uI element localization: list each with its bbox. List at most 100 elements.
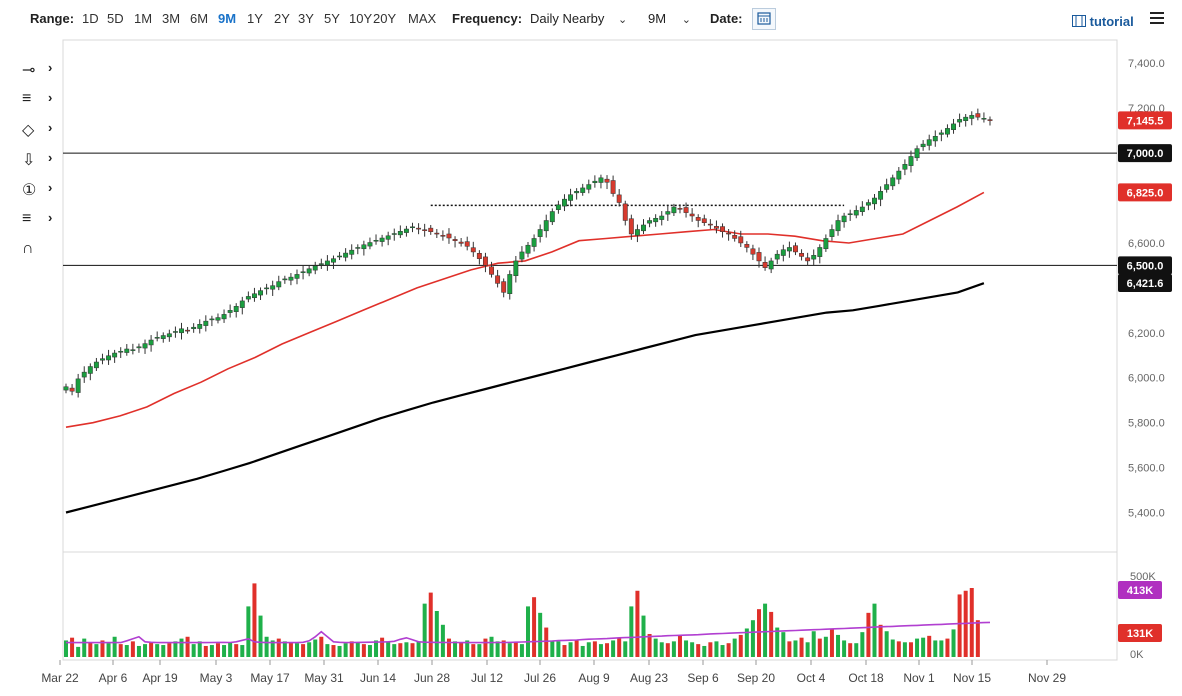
volume-bar xyxy=(836,634,841,657)
volume-bar xyxy=(702,645,707,657)
candle-body xyxy=(403,228,409,233)
volume-bar xyxy=(459,642,464,657)
volume-average-line xyxy=(66,621,991,644)
candle-body xyxy=(343,252,349,258)
volume-bar xyxy=(173,641,178,657)
candle-body xyxy=(768,260,774,270)
volume-bar xyxy=(519,644,524,657)
volume-bar xyxy=(647,634,652,657)
y-tick-label: 6,000.0 xyxy=(1128,373,1165,385)
range-button-1d[interactable]: 1D xyxy=(82,11,99,26)
volume-bar xyxy=(100,640,105,657)
candle-body xyxy=(720,226,725,232)
fib-tool[interactable]: ≡ › xyxy=(22,90,58,110)
volume-bar xyxy=(757,609,761,657)
magnet-tool[interactable]: ∩ xyxy=(22,240,58,260)
range-button-5d[interactable]: 5D xyxy=(107,11,124,26)
candle-body xyxy=(513,260,519,277)
candle-body xyxy=(604,178,610,183)
volume-bar xyxy=(823,636,828,657)
measure-tool[interactable]: ≡ › xyxy=(22,210,58,230)
volume-bar xyxy=(933,640,938,657)
x-tick-label: May 17 xyxy=(250,671,290,685)
menu-icon[interactable] xyxy=(1150,12,1164,27)
volume-bar xyxy=(592,641,597,657)
range-button-1y[interactable]: 1Y xyxy=(247,11,263,26)
chevron-down-icon: ⌄ xyxy=(618,14,628,26)
candle-body xyxy=(671,206,677,214)
arrow-down-tool[interactable]: ⇩ › xyxy=(22,150,58,170)
range-button-20y[interactable]: 20Y xyxy=(373,11,397,26)
y-tick-label: 5,800.0 xyxy=(1128,418,1165,430)
candle-body xyxy=(458,241,464,244)
range-button-2y[interactable]: 2Y xyxy=(274,11,290,26)
volume-bar xyxy=(295,643,299,657)
tutorial-link[interactable]: tutorial xyxy=(1072,14,1134,29)
candle-body xyxy=(835,220,841,232)
candle-body xyxy=(464,241,470,247)
date-picker-button[interactable] xyxy=(752,8,776,30)
chevron-right-icon: › xyxy=(48,150,53,165)
range-button-1m[interactable]: 1M xyxy=(134,11,153,26)
volume-bar xyxy=(550,640,555,657)
candle-body xyxy=(81,371,87,378)
volume-bar xyxy=(763,603,768,657)
x-tick-label: Nov 15 xyxy=(953,671,991,685)
candle-body xyxy=(355,247,361,249)
candle-body xyxy=(659,215,665,220)
range-button-max[interactable]: MAX xyxy=(408,11,437,26)
frequency-select[interactable]: Daily Nearby ⌄ xyxy=(530,11,627,26)
candle-body xyxy=(884,184,890,190)
volume-bar xyxy=(538,612,543,657)
candle-body xyxy=(197,324,203,329)
fib-icon: ≡ xyxy=(22,90,32,107)
crosshair-tool[interactable]: ⊸ › xyxy=(22,60,58,80)
candle-body xyxy=(890,177,896,187)
price-badge xyxy=(1118,274,1172,293)
period-select[interactable]: 9M ⌄ xyxy=(648,11,691,26)
x-tick-label: Sep 20 xyxy=(737,671,775,685)
volume-bar xyxy=(240,645,245,657)
range-button-10y[interactable]: 10Y xyxy=(349,11,373,26)
candle-body xyxy=(878,191,884,200)
candle-body xyxy=(957,119,963,123)
candle-body xyxy=(938,132,944,135)
volume-bar xyxy=(653,638,658,657)
annotation-icon: ① xyxy=(22,182,37,199)
date-axis: Mar 22 Apr 6 Apr 19 May 3 May 17 May 31 Jun 14… xyxy=(41,660,1066,685)
volume-bar xyxy=(884,631,889,657)
volume-bar xyxy=(392,644,397,657)
candle-body xyxy=(361,244,367,250)
candle-body xyxy=(793,245,798,253)
candle-body xyxy=(653,217,659,223)
volume-bar xyxy=(769,611,774,657)
x-tick-label: Mar 22 xyxy=(41,671,79,685)
measure-icon: ≡ xyxy=(22,210,32,227)
candle-body xyxy=(926,139,932,146)
volume-bar xyxy=(975,620,980,657)
volume-badge xyxy=(1118,624,1162,642)
volume-bar xyxy=(598,644,603,657)
range-button-3m[interactable]: 3M xyxy=(162,11,181,26)
volume-bar xyxy=(690,642,695,657)
x-tick-label: Jul 12 xyxy=(471,671,503,685)
candle-body xyxy=(215,317,221,321)
range-button-3y[interactable]: 3Y xyxy=(298,11,314,26)
range-button-5y[interactable]: 5Y xyxy=(324,11,340,26)
range-button-6m[interactable]: 6M xyxy=(190,11,209,26)
volume-bar xyxy=(258,615,263,657)
chevron-down-icon: ⌄ xyxy=(681,14,691,26)
candle-body xyxy=(908,156,914,166)
candle-body xyxy=(896,170,902,180)
annotation-tool[interactable]: ① › xyxy=(22,180,58,200)
range-button-9m[interactable]: 9M xyxy=(218,11,237,26)
candle-body xyxy=(622,203,628,221)
x-tick-label: May 3 xyxy=(200,671,233,685)
shape-tool[interactable]: ◇ › xyxy=(22,120,58,140)
volume-bar xyxy=(659,642,664,657)
volume-bar xyxy=(143,644,148,657)
volume-bar xyxy=(167,643,172,657)
volume-bar xyxy=(94,644,99,657)
candle-body xyxy=(981,118,987,120)
candle-body xyxy=(774,253,780,260)
